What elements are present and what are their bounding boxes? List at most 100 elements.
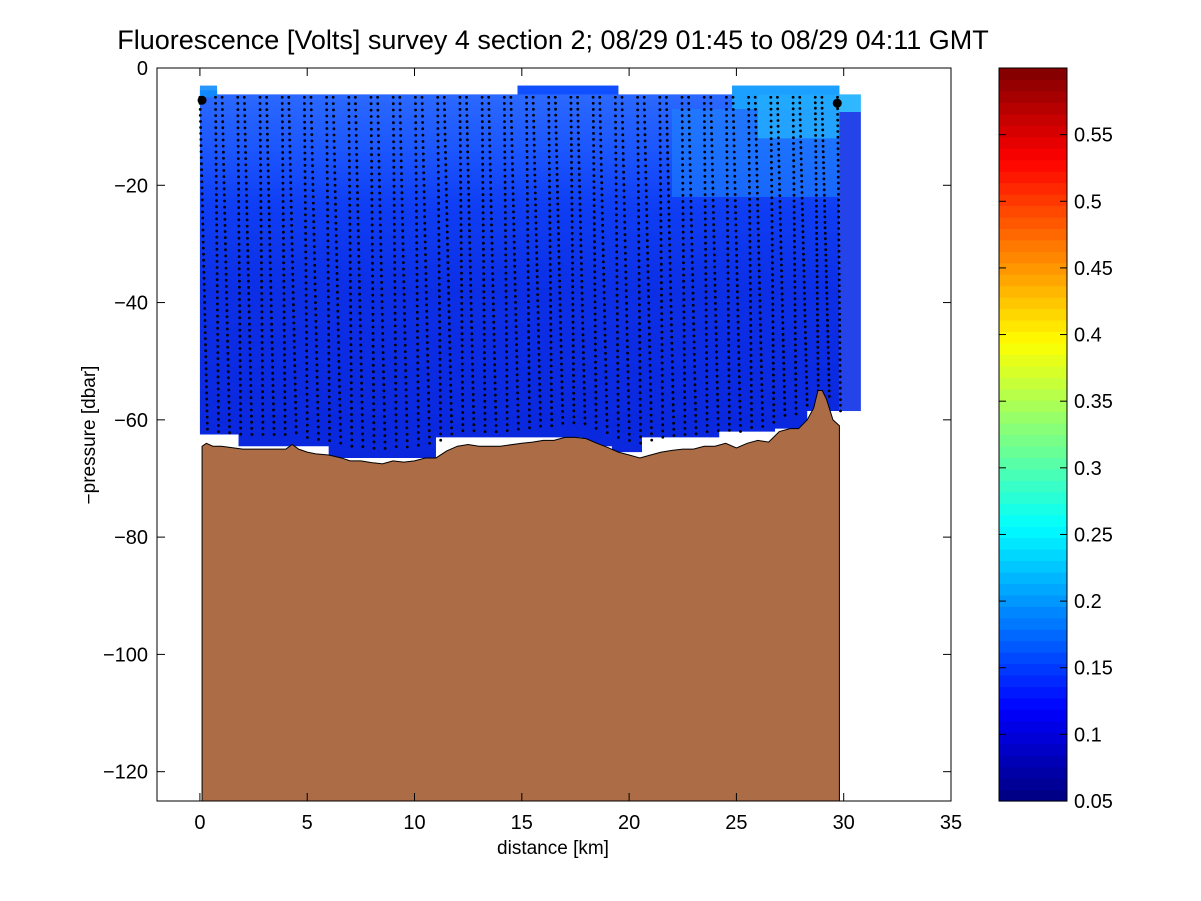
profile-point	[616, 417, 620, 421]
profile-point	[577, 173, 581, 176]
profile-point	[421, 140, 425, 143]
profile-point	[569, 119, 573, 123]
profile-point	[416, 399, 420, 403]
profile-point	[404, 394, 408, 398]
profile-point	[549, 382, 553, 386]
profile-point	[636, 102, 639, 105]
profile-point	[725, 174, 729, 178]
profile-point	[838, 346, 842, 350]
profile-point	[570, 155, 573, 158]
profile-point	[349, 292, 352, 296]
profile-point	[483, 393, 487, 397]
surface-patch	[199, 85, 218, 98]
profile-point	[291, 266, 294, 270]
profile-point	[200, 198, 204, 202]
profile-point	[725, 192, 729, 196]
profile-point	[204, 355, 208, 359]
profile-point	[555, 173, 559, 176]
profile-point	[815, 286, 819, 289]
profile-point	[336, 290, 339, 294]
profile-point	[357, 248, 361, 252]
profile-point	[394, 381, 398, 385]
profile-point	[836, 181, 840, 185]
profile-point	[560, 386, 564, 390]
profile-point	[394, 419, 398, 423]
profile-point	[482, 302, 486, 306]
profile-point	[691, 285, 695, 289]
profile-point	[572, 385, 575, 389]
profile-point	[771, 314, 775, 318]
profile-point	[526, 252, 530, 255]
profile-point	[422, 190, 426, 194]
profile-point	[468, 235, 471, 239]
profile-point	[260, 273, 263, 277]
profile-point	[436, 158, 440, 162]
profile-point	[502, 95, 506, 99]
profile-point	[668, 243, 672, 247]
profile-point	[526, 258, 530, 261]
profile-point	[780, 292, 784, 296]
profile-point	[238, 279, 241, 283]
profile-point	[549, 358, 553, 362]
profile-point	[355, 140, 358, 144]
profile-point	[224, 260, 228, 264]
profile-point	[445, 212, 449, 216]
profile-point	[836, 130, 840, 133]
profile-point	[600, 199, 604, 203]
profile-point	[487, 108, 491, 111]
profile-point	[202, 270, 206, 274]
profile-point	[703, 114, 706, 117]
profile-point	[626, 370, 630, 374]
profile-point	[648, 339, 651, 342]
profile-point	[577, 155, 581, 159]
profile-point	[503, 150, 507, 154]
profile-point	[403, 350, 407, 353]
profile-point	[726, 289, 730, 293]
profile-point	[282, 230, 285, 234]
profile-point	[482, 345, 486, 348]
profile-point	[665, 102, 668, 105]
profile-point	[549, 334, 553, 338]
profile-point	[260, 286, 263, 289]
profile-point	[238, 377, 242, 381]
profile-point	[547, 149, 551, 153]
profile-point	[660, 349, 664, 353]
profile-point	[725, 120, 728, 123]
profile-point	[703, 126, 706, 130]
profile-point	[226, 364, 230, 367]
profile-point	[460, 277, 463, 281]
profile-point	[533, 185, 537, 189]
profile-point	[437, 276, 441, 280]
profile-point	[571, 285, 575, 289]
profile-point	[823, 231, 827, 235]
profile-point	[770, 202, 774, 206]
profile-point	[460, 356, 464, 360]
profile-point	[247, 304, 251, 308]
profile-point	[694, 401, 697, 405]
profile-point	[594, 366, 597, 370]
profile-point	[214, 150, 218, 154]
profile-point	[304, 219, 307, 223]
profile-point	[561, 404, 564, 407]
profile-point	[280, 108, 284, 111]
profile-point	[394, 362, 397, 366]
profile-point	[480, 95, 484, 99]
profile-point	[733, 162, 736, 166]
profile-point	[372, 434, 376, 437]
profile-point	[815, 280, 819, 284]
profile-point	[648, 370, 652, 373]
profile-point	[310, 114, 313, 118]
profile-point	[269, 267, 272, 271]
profile-point	[749, 390, 753, 393]
profile-point	[483, 405, 487, 409]
profile-point	[505, 350, 508, 354]
profile-point	[214, 144, 218, 148]
profile-point	[772, 385, 775, 389]
profile-point	[533, 167, 537, 171]
profile-point	[266, 138, 269, 142]
profile-point	[667, 212, 671, 216]
profile-point	[377, 140, 380, 144]
profile-point	[793, 251, 796, 255]
profile-point	[726, 259, 730, 263]
profile-point	[225, 303, 229, 306]
